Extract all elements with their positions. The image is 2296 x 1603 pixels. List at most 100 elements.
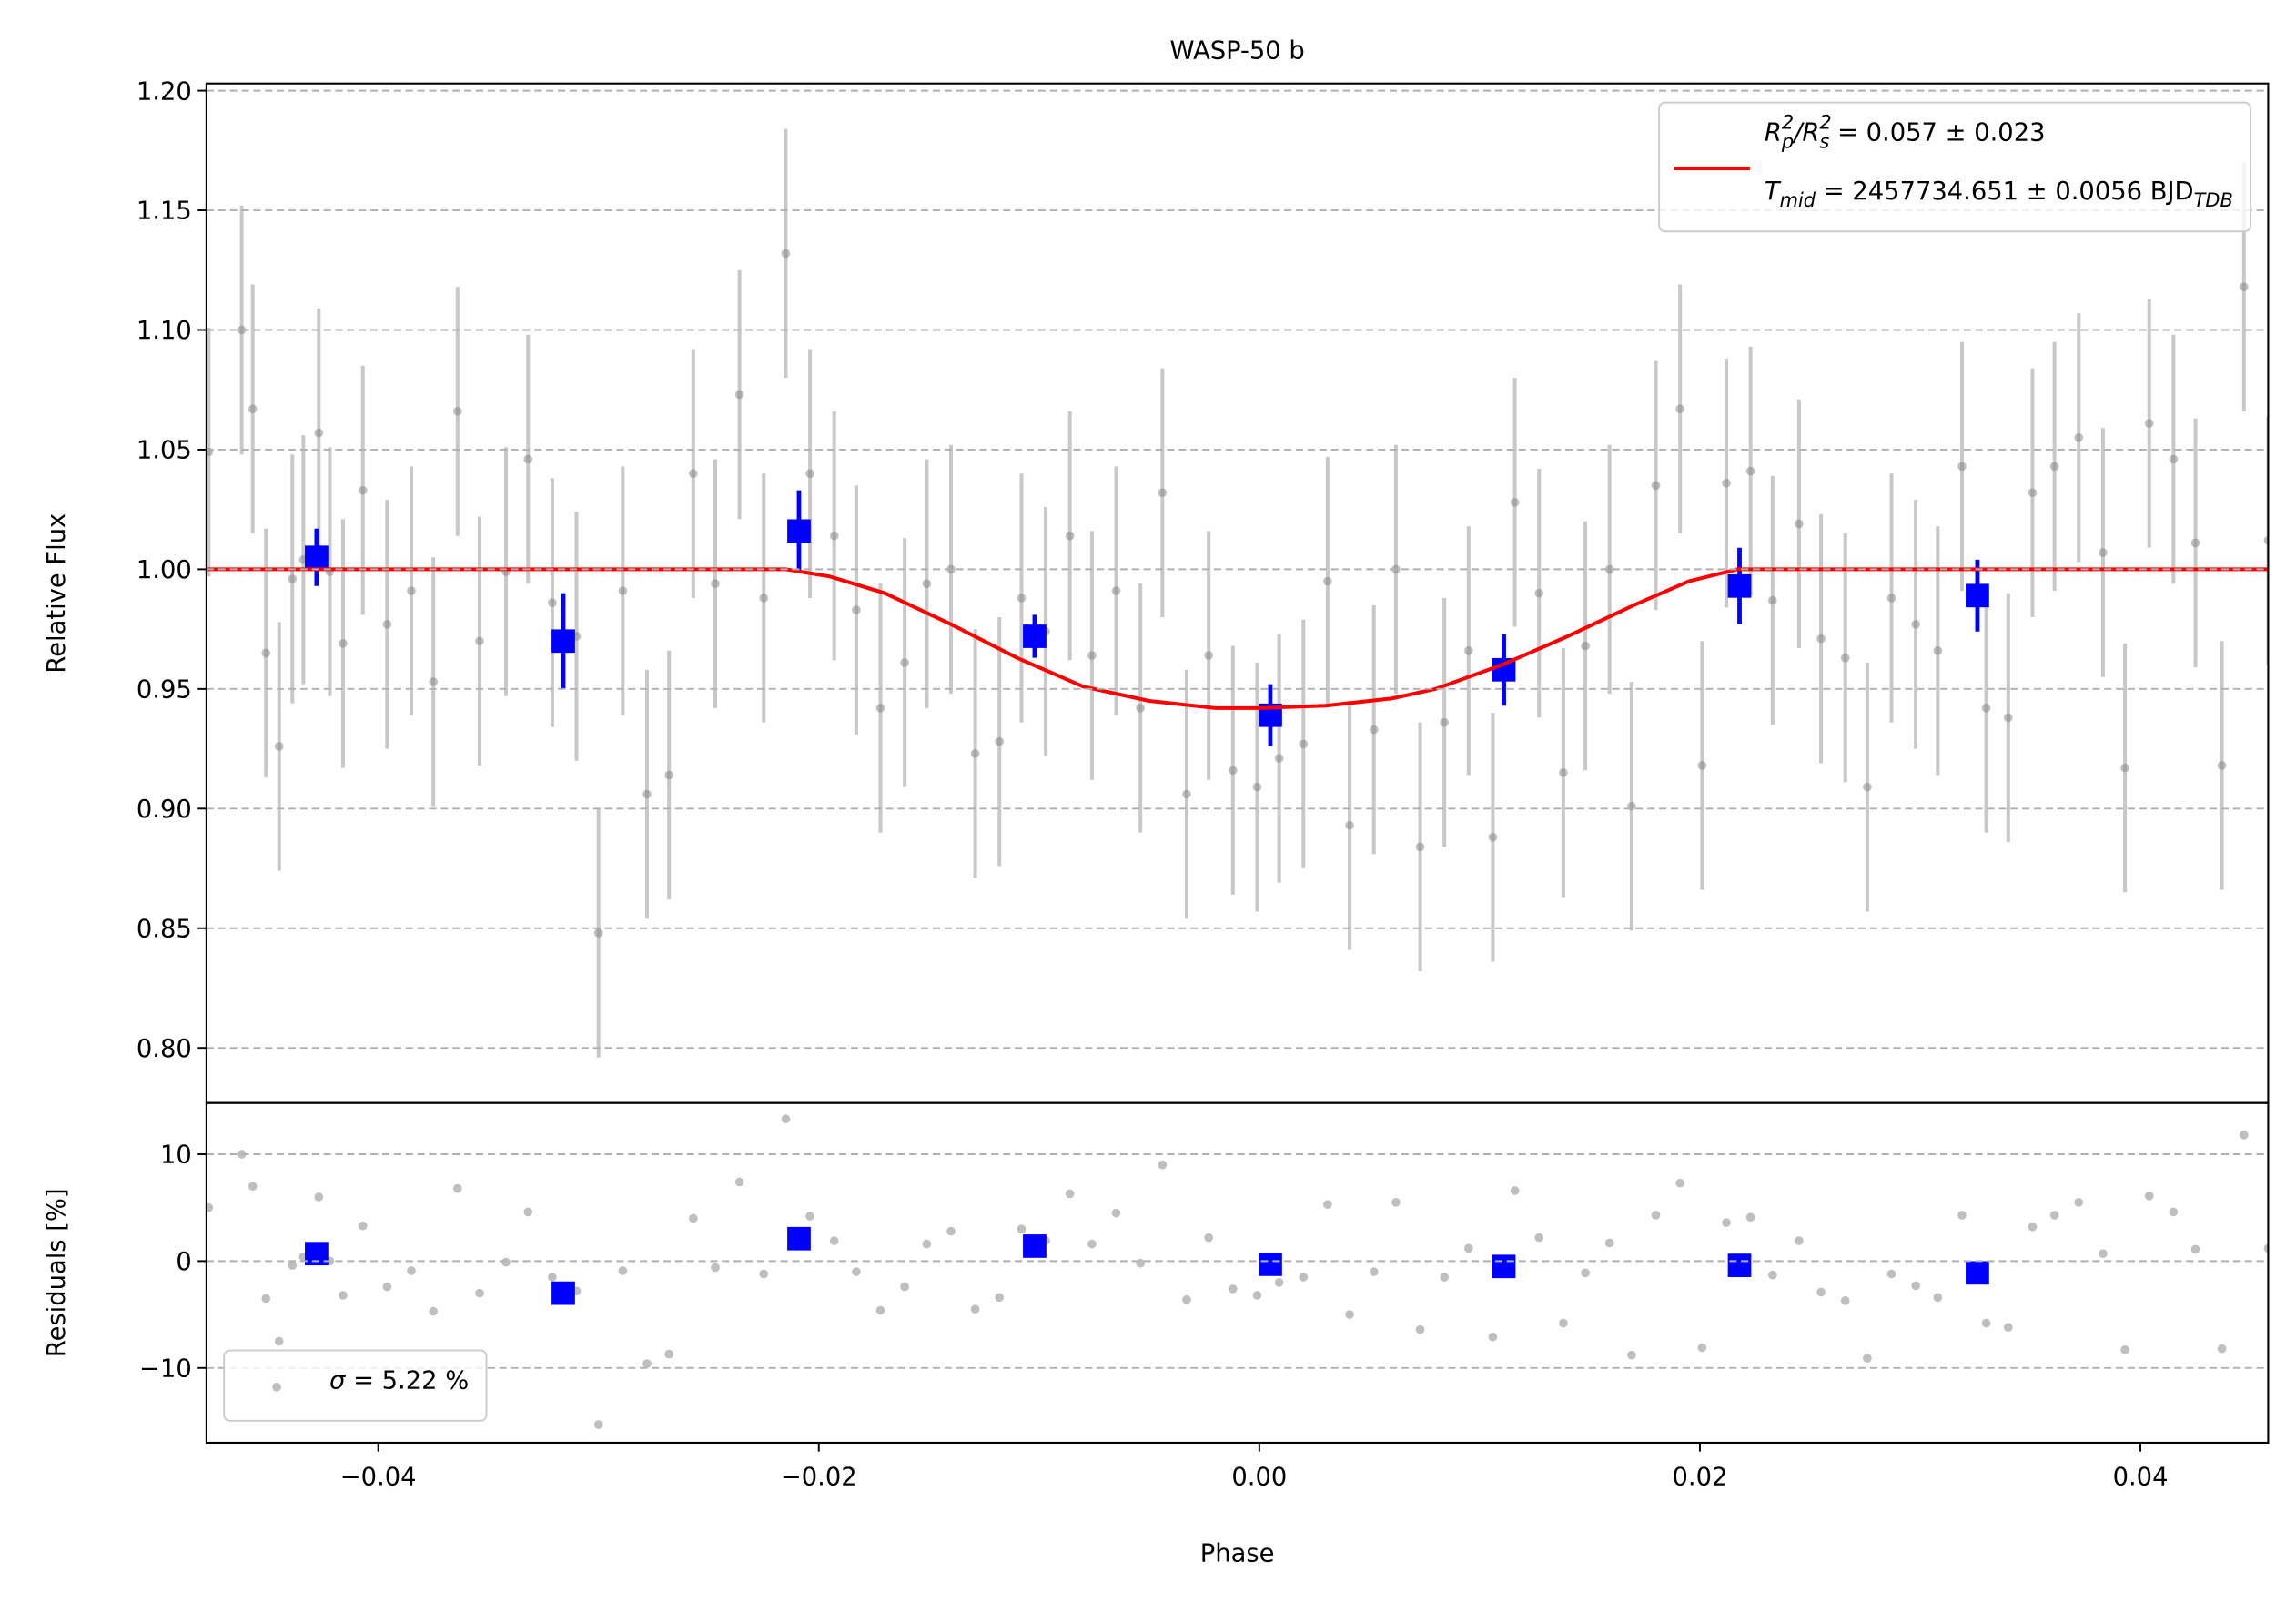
data-point bbox=[2217, 761, 2227, 770]
data-point bbox=[2003, 1323, 2013, 1333]
data-point bbox=[452, 1183, 462, 1193]
data-point bbox=[429, 1306, 439, 1316]
legend-label: R2 p/R2 s = 0.057 ± 0.023 bbox=[1765, 112, 2046, 153]
data-point bbox=[642, 789, 652, 799]
data-point bbox=[1534, 588, 1544, 598]
y-tick-label: 0.80 bbox=[137, 1035, 192, 1063]
data-point bbox=[261, 648, 271, 658]
data-point bbox=[805, 1212, 814, 1221]
data-point bbox=[1510, 1186, 1520, 1195]
data-point bbox=[922, 1239, 932, 1249]
data-point bbox=[1017, 1224, 1027, 1234]
y-tick-label: 0 bbox=[176, 1248, 191, 1276]
binned-point bbox=[1727, 1253, 1752, 1277]
data-point bbox=[1415, 842, 1425, 852]
data-point bbox=[1933, 1293, 1943, 1303]
data-point bbox=[1087, 651, 1097, 660]
data-point bbox=[2028, 1223, 2038, 1232]
data-point bbox=[2144, 1191, 2154, 1201]
data-point bbox=[1111, 1208, 1121, 1218]
data-point bbox=[852, 1267, 861, 1276]
data-point bbox=[1158, 1160, 1168, 1170]
legend-box bbox=[1658, 101, 2252, 233]
y-tick-label: 0.90 bbox=[137, 796, 192, 824]
data-point bbox=[1158, 488, 1168, 498]
data-point bbox=[1559, 768, 1568, 777]
data-point bbox=[2190, 538, 2200, 548]
legend-text: TDB bbox=[2194, 189, 2233, 211]
data-point bbox=[523, 454, 533, 464]
x-tick-label: 0.02 bbox=[1673, 1464, 1728, 1492]
data-point bbox=[1840, 1296, 1850, 1305]
data-point bbox=[248, 1182, 258, 1192]
legend-text: / bbox=[1792, 118, 1805, 147]
data-point bbox=[1252, 1291, 1262, 1300]
x-tick-label: −0.02 bbox=[781, 1464, 857, 1492]
legend-text: = 0.057 ± 0.023 bbox=[1829, 118, 2045, 147]
legend-label: Tmid = 2457734.651 ± 0.0056 BJDTDB bbox=[1765, 178, 2233, 211]
binned-point bbox=[1023, 624, 1047, 648]
data-point bbox=[339, 639, 348, 648]
y-tick-label: 1.20 bbox=[137, 77, 192, 106]
legend-text: R bbox=[1765, 118, 1782, 147]
data-point bbox=[1136, 704, 1145, 713]
data-point bbox=[2049, 1211, 2059, 1220]
y-axis-label: Residuals [%] bbox=[43, 1188, 71, 1357]
data-point bbox=[2263, 536, 2269, 545]
data-point bbox=[1795, 1236, 1804, 1245]
binned-point bbox=[787, 519, 811, 543]
y-tick-label: 10 bbox=[160, 1141, 192, 1170]
data-point bbox=[900, 1282, 909, 1292]
data-point bbox=[1369, 1267, 1379, 1276]
data-point bbox=[593, 928, 603, 938]
legend-text: = 2457734.651 ± 0.0056 BJD bbox=[1816, 178, 2193, 206]
data-point bbox=[523, 1207, 533, 1217]
data-point bbox=[1911, 620, 1920, 629]
data-point bbox=[1136, 1258, 1145, 1268]
data-point bbox=[2239, 282, 2249, 292]
data-point bbox=[1228, 1284, 1238, 1294]
legend-text: s bbox=[1819, 131, 1829, 153]
data-point bbox=[1816, 634, 1826, 644]
data-point bbox=[946, 1226, 956, 1236]
data-point bbox=[248, 404, 258, 414]
data-point bbox=[382, 620, 392, 629]
data-point bbox=[995, 736, 1005, 746]
plot-area bbox=[206, 128, 2269, 1058]
data-point bbox=[2169, 454, 2179, 464]
data-point bbox=[1111, 586, 1121, 595]
data-point bbox=[1863, 1354, 1872, 1364]
data-point bbox=[1065, 531, 1075, 541]
y-tick-label: 1.15 bbox=[137, 198, 192, 226]
data-point bbox=[734, 390, 744, 400]
data-point bbox=[452, 407, 462, 416]
binned-point bbox=[787, 1226, 811, 1251]
y-tick-label: 0.95 bbox=[137, 675, 192, 704]
data-point bbox=[1017, 594, 1027, 603]
data-point bbox=[1911, 1281, 1920, 1291]
legend-label: σ = 5.22 % bbox=[329, 1366, 469, 1395]
data-point bbox=[642, 1359, 652, 1368]
x-tick-label: −0.04 bbox=[340, 1464, 417, 1492]
x-axis-label: Phase bbox=[1200, 1539, 1275, 1567]
data-point bbox=[1627, 1350, 1636, 1360]
data-point bbox=[1767, 595, 1777, 605]
data-point bbox=[2190, 1244, 2200, 1254]
data-point bbox=[1767, 1270, 1777, 1280]
data-point bbox=[781, 1114, 791, 1124]
data-point bbox=[852, 605, 861, 614]
binned-point bbox=[551, 1281, 575, 1305]
data-point bbox=[1886, 594, 1896, 603]
data-point bbox=[805, 469, 814, 479]
data-point bbox=[1204, 651, 1214, 660]
data-point bbox=[1299, 739, 1309, 749]
x-tick-label: 0.04 bbox=[2113, 1464, 2169, 1492]
x-tick-label: 0.00 bbox=[1231, 1464, 1287, 1492]
legend-text: 2 bbox=[1782, 112, 1794, 134]
data-point bbox=[829, 1236, 839, 1245]
data-point bbox=[900, 658, 909, 667]
data-point bbox=[274, 1336, 284, 1346]
data-point bbox=[548, 598, 557, 608]
